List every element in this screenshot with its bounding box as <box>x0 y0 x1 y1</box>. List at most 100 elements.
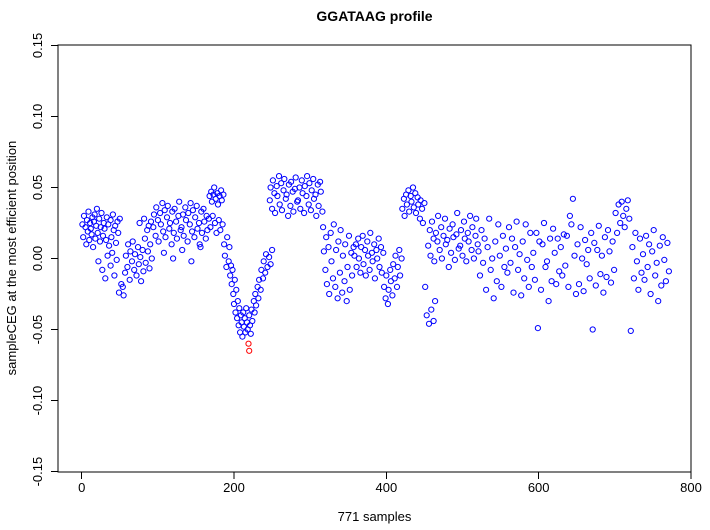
data-point <box>438 224 445 231</box>
data-point <box>369 258 376 265</box>
data-point <box>373 246 380 254</box>
data-point <box>611 266 618 273</box>
data-point <box>154 217 161 224</box>
data-point <box>122 269 129 276</box>
data-point <box>201 218 208 225</box>
data-point <box>591 239 598 246</box>
data-point <box>200 205 207 212</box>
data-point <box>319 208 326 215</box>
data-point <box>543 258 551 265</box>
data-point <box>375 235 382 242</box>
data-point <box>656 242 663 249</box>
data-point <box>294 197 302 204</box>
data-point <box>333 246 340 254</box>
data-point <box>594 246 601 254</box>
y-tick-label: -0.15 <box>30 457 45 487</box>
data-point <box>188 258 195 265</box>
data-point <box>320 248 327 255</box>
data-point <box>547 235 554 242</box>
data-point <box>460 218 468 225</box>
data-point <box>472 232 479 239</box>
data-point <box>323 281 330 288</box>
data-point <box>266 254 273 261</box>
data-point <box>600 289 607 296</box>
data-point <box>179 211 187 218</box>
data-point <box>435 212 442 219</box>
data-point <box>196 241 203 248</box>
data-point <box>381 283 388 290</box>
data-point <box>507 259 514 266</box>
data-point <box>182 204 189 211</box>
data-point <box>647 290 654 298</box>
data-point <box>235 322 242 329</box>
data-point <box>505 224 513 231</box>
data-point <box>508 235 516 242</box>
data-point <box>230 300 238 308</box>
data-point <box>137 254 144 261</box>
data-point <box>448 249 455 256</box>
data-point <box>326 290 333 298</box>
data-point <box>592 282 599 289</box>
data-point <box>278 180 285 187</box>
data-point <box>320 224 327 231</box>
data-point <box>588 229 595 236</box>
data-point <box>135 261 142 268</box>
data-point <box>107 262 114 269</box>
data-point <box>269 246 276 254</box>
data-point <box>107 217 114 224</box>
data-point <box>436 246 443 254</box>
data-point <box>498 283 505 290</box>
data-point <box>327 229 334 236</box>
data-point <box>254 283 261 290</box>
data-point <box>521 275 528 282</box>
data-point <box>551 249 558 256</box>
data-point <box>403 201 410 208</box>
data-point <box>232 309 239 316</box>
data-point <box>189 207 196 214</box>
data-point <box>451 256 458 263</box>
data-point <box>449 221 456 228</box>
data-point <box>336 269 343 276</box>
x-tick-label: 200 <box>223 480 245 495</box>
data-point <box>457 242 464 249</box>
data-point <box>492 238 499 245</box>
data-point <box>410 204 417 211</box>
data-point <box>239 333 246 340</box>
data-point <box>129 238 136 245</box>
data-point <box>142 259 149 266</box>
y-tick-label: -0.10 <box>30 386 45 416</box>
data-point <box>383 272 390 279</box>
data-point <box>139 246 146 254</box>
data-point <box>140 268 147 275</box>
data-point <box>159 200 166 207</box>
data-point <box>557 244 564 251</box>
data-point <box>359 232 366 239</box>
data-point <box>187 200 194 207</box>
data-point <box>248 306 255 313</box>
data-point <box>585 246 592 254</box>
data-point <box>556 268 563 275</box>
data-point <box>499 232 506 239</box>
data-point <box>290 208 297 215</box>
data-point <box>83 217 91 224</box>
data-point <box>217 227 224 234</box>
data-point <box>582 236 589 244</box>
data-point <box>453 231 460 238</box>
data-point <box>325 244 332 251</box>
data-point <box>252 290 259 298</box>
data-point <box>355 235 362 242</box>
data-point <box>195 219 203 227</box>
data-point <box>367 229 374 236</box>
data-point <box>262 251 270 258</box>
data-point <box>93 205 101 212</box>
data-point <box>310 195 318 202</box>
data-point <box>638 269 645 276</box>
y-tick-label: 0.15 <box>30 33 45 58</box>
data-point <box>469 224 476 231</box>
data-point <box>227 272 234 279</box>
data-point <box>559 272 566 279</box>
data-point <box>542 263 549 271</box>
data-point <box>533 229 540 236</box>
data-point <box>148 255 155 262</box>
data-point <box>96 215 103 222</box>
